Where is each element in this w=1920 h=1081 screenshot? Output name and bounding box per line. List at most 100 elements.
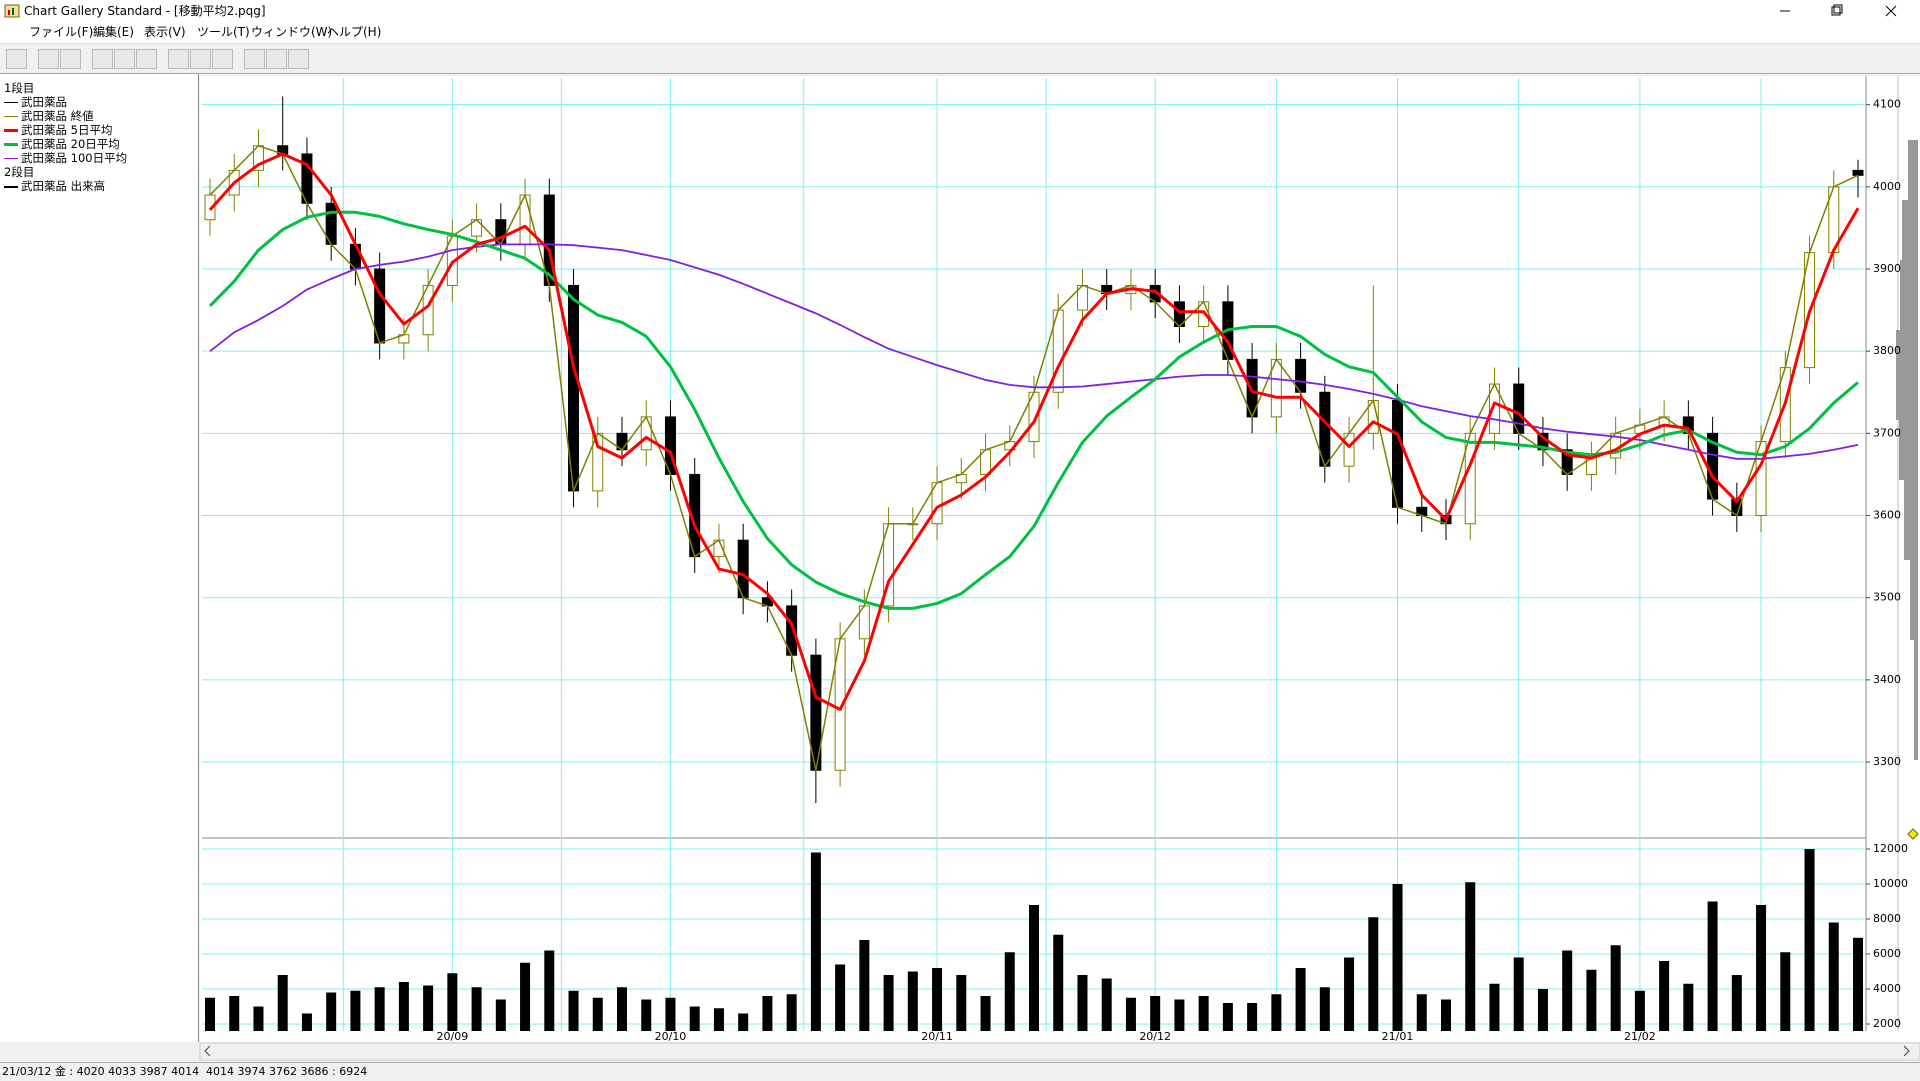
menu-item[interactable]: 表示(V) [144,25,186,39]
menu-item[interactable]: ウィンドウ(W) [251,25,333,39]
volume-bar [520,962,531,1031]
volume-bar [1004,952,1015,1031]
marker [1907,828,1919,840]
legend-label: 1段目 [4,81,35,95]
volume-bar [1804,849,1815,1031]
volume-bar [495,999,506,1031]
volume-bar [859,940,870,1031]
volume-bar [301,1013,312,1031]
volume-bar [447,973,458,1031]
y-tick-label: 3700 [1873,426,1901,439]
volume-bar [1731,975,1742,1031]
volume-bar [932,968,943,1031]
volume-bar [689,1006,700,1031]
volume-bar [1029,905,1039,1031]
volume-bar [883,975,894,1031]
legend-header: 1段目 [4,81,34,95]
volume-bar [1174,999,1185,1031]
scroll-left[interactable] [204,1045,211,1057]
y-tick-label: 3600 [1873,509,1901,522]
volume-bar [980,996,991,1031]
y-tick-label: 4100 [1873,98,1901,111]
y-tick-label: 2000 [1873,1017,1901,1030]
volume-bar [641,999,652,1031]
volume-bar [1707,901,1718,1031]
tool-button[interactable] [114,49,135,69]
volume-bar [1683,983,1694,1031]
volume-bar [253,1006,264,1031]
volume-bar [762,996,773,1031]
legend-entry: 武田薬品 5日平均 [4,123,112,137]
app-icon [4,4,20,18]
tool-button[interactable] [244,49,265,69]
legend-label: 武田薬品 100日平均 [21,151,128,165]
volume-bar [398,982,409,1031]
legend-swatch [4,185,18,188]
window-title: Chart Gallery Standard - [移動平均2.pqg] [24,4,266,18]
menu-item[interactable]: 編集(E) [93,25,134,39]
tool-button[interactable] [6,49,27,69]
legend-swatch [4,157,18,160]
tool-button[interactable] [288,49,309,69]
volume-bar [1537,989,1548,1031]
x-tick-label: 20/09 [437,1030,469,1043]
status-bar: 21/03/12 金 : 4020 4033 3987 4014 4014 39… [0,1062,1920,1081]
x-tick-label: 20/12 [1139,1030,1171,1043]
window-controls[interactable] [1760,0,1920,22]
legend-entry: 武田薬品 [4,95,67,109]
legend-entry: 武田薬品 100日平均 [4,151,127,165]
volume-bar [617,987,627,1031]
line-series [209,144,1859,772]
volume-bar [544,950,555,1031]
volume-bar [1634,990,1645,1031]
scroll-right[interactable] [1903,1045,1910,1057]
tool-button[interactable] [136,49,157,69]
candle-body [1852,169,1864,176]
volume-bar [592,997,603,1031]
volume-bar [1489,983,1500,1031]
volume-bar [1513,957,1524,1031]
volume-bar [1392,884,1403,1031]
volume-bar [1659,961,1670,1031]
volume-bar [835,964,846,1031]
tool-button[interactable] [38,49,59,69]
legend-label: 武田薬品 終値 [21,109,94,123]
tool-button[interactable] [212,49,233,69]
line-series [208,210,1859,610]
menu-item[interactable]: ツール(T) [197,25,250,39]
line-series [208,152,1860,711]
legend-entry: 武田薬品 終値 [4,109,94,123]
volume-bar [1295,968,1306,1031]
volume-bar [1198,996,1209,1031]
volume-bar [374,987,385,1031]
tool-button[interactable] [190,49,211,69]
tool-button[interactable] [92,49,113,69]
volume-bar [1756,905,1767,1031]
scrollbar[interactable] [199,1042,1920,1061]
volume-bar [1319,987,1330,1031]
tool-button[interactable] [266,49,287,69]
volume-bar [1271,994,1282,1031]
volume-bar [713,1008,724,1031]
volume-bar [907,971,918,1031]
volume-bar [1247,1003,1258,1031]
toolbar [0,43,1920,74]
y-tick-label: 3500 [1873,591,1901,604]
menu-item[interactable]: ヘルプ(H) [327,25,382,39]
y-tick-label: 8000 [1873,912,1901,925]
tool-button[interactable] [60,49,81,69]
volume-bar [956,975,967,1031]
volume-bar [786,994,797,1031]
volume-bar [738,1013,749,1031]
legend-swatch [4,102,18,103]
legend-label: 武田薬品 5日平均 [21,123,113,137]
tool-button[interactable] [168,49,189,69]
volume-bar [1562,950,1573,1031]
volume-bar [1610,945,1621,1031]
legend-swatch [4,116,18,117]
y-tick-label: 12000 [1873,842,1908,855]
x-tick-label: 20/10 [655,1030,687,1043]
volume-bar [568,990,579,1031]
menu-item[interactable]: ファイル(F) [29,25,94,39]
